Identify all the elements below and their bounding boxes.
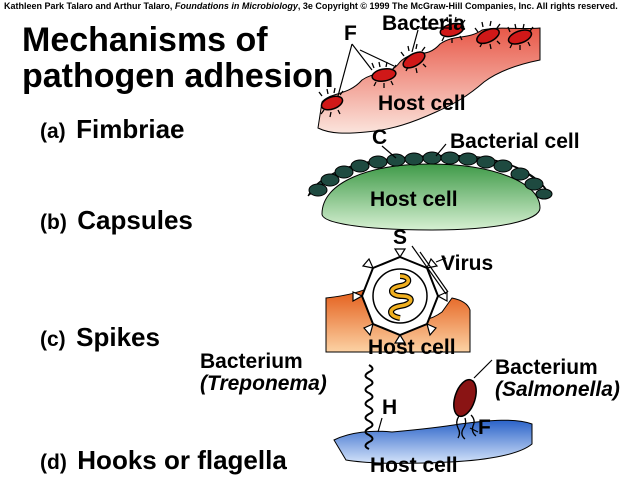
title-line-1: Mechanisms of <box>22 21 268 59</box>
label-host-cell-a: Host cell <box>378 92 466 115</box>
label-bacterium-left: Bacterium <box>200 350 303 373</box>
bacterium-a5 <box>474 20 501 50</box>
copyright-notice: , 3e Copyright © 1999 The McGraw-Hill Co… <box>297 1 618 11</box>
label-bacterial-cell: Bacterial cell <box>450 130 580 153</box>
virus-pointer <box>411 245 449 295</box>
salmonella-pointer <box>469 359 493 433</box>
copyright-line: Kathleen Park Talaro and Arthur Talaro, … <box>4 1 618 11</box>
fimbriae-pointer <box>337 43 395 97</box>
item-spikes: (c) Spikes <box>40 322 160 353</box>
label-virus: Virus <box>441 252 494 275</box>
label-treponema: (Treponema) <box>200 372 327 395</box>
host-cell-b <box>321 163 541 231</box>
host-cell-d <box>333 419 533 464</box>
copyright-book-title: Foundations in Microbiology <box>174 1 298 11</box>
flagella-diagram <box>333 359 533 464</box>
label-host-cell-b: Host cell <box>370 188 458 211</box>
title-line-2: pathogen adhesion <box>22 57 334 95</box>
item-letter-c: (c) <box>40 328 66 351</box>
treponema-spiral <box>364 364 374 450</box>
bacterium-a1 <box>318 87 344 118</box>
fimbriae-diagram <box>317 16 541 134</box>
label-f-flagella: F <box>478 416 491 439</box>
bacteria-pointer <box>411 27 452 53</box>
spikes-diagram <box>325 245 471 353</box>
salmonella-bacterium <box>453 378 477 440</box>
item-capsules: (b) Capsules <box>40 205 193 236</box>
hook-pointer <box>377 417 383 433</box>
label-f-fimbriae: F <box>344 22 357 45</box>
bacterium-a2 <box>371 61 397 88</box>
item-fimbriae: (a) Fimbriae <box>40 114 185 145</box>
label-bacterium-right: Bacterium <box>495 356 598 379</box>
item-name-capsules: Capsules <box>77 205 193 235</box>
bacterium-a6 <box>507 23 534 50</box>
item-letter-a: (a) <box>40 120 66 143</box>
virus-particle <box>352 248 448 344</box>
label-c-capsule: C <box>372 126 388 149</box>
label-h-hook: H <box>382 396 398 419</box>
item-hooks-flagella: (d) Hooks or flagella <box>40 445 287 476</box>
label-bacteria: Bacteria <box>382 12 465 35</box>
copyright-authors: Kathleen Park Talaro and Arthur Talaro, <box>4 1 175 11</box>
item-letter-b: (b) <box>40 211 67 234</box>
label-host-cell-c: Host cell <box>368 336 456 359</box>
label-host-cell-d: Host cell <box>370 454 458 477</box>
capsule-bacteria <box>308 151 553 200</box>
capsules-diagram <box>307 143 553 231</box>
item-letter-d: (d) <box>40 451 67 474</box>
label-s-spikes: S <box>393 226 408 249</box>
item-name-spikes: Spikes <box>76 322 160 352</box>
label-salmonella: (Salmonella) <box>495 378 620 401</box>
capsule-pointer <box>381 143 447 159</box>
bacterium-a4 <box>439 16 466 43</box>
item-name-hooks-flagella: Hooks or flagella <box>77 445 287 475</box>
item-name-fimbriae: Fimbriae <box>76 114 185 144</box>
bacterium-a3 <box>400 43 427 74</box>
